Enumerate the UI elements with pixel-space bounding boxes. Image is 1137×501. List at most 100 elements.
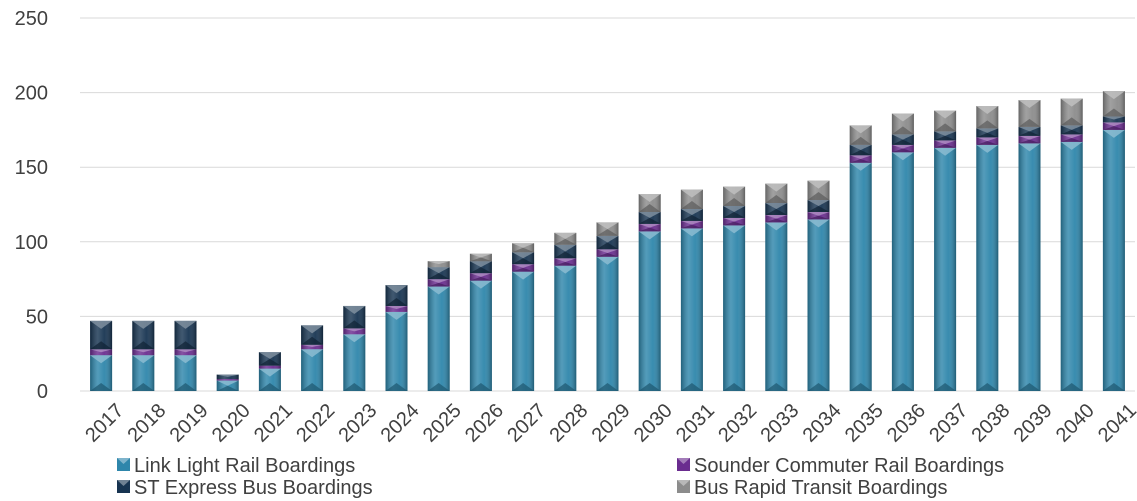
- bar-segment-bevel-bottom: [343, 383, 366, 391]
- bar-segment-shade: [807, 180, 830, 201]
- bar-segment-bevel: [849, 162, 872, 171]
- x-tick-label: 2031: [672, 400, 719, 447]
- bar-segment-bevel-bottom: [723, 197, 746, 206]
- bar-segment-bevel-bottom: [891, 148, 914, 153]
- bar-segment: [849, 125, 872, 145]
- bar-segment: [723, 225, 746, 391]
- bar-segment-bevel: [343, 305, 366, 314]
- bar-segment-bevel-bottom: [1060, 383, 1083, 391]
- x-tick-label: 2025: [419, 400, 466, 447]
- bar-segment: [1018, 126, 1041, 136]
- bar-segment-bevel-bottom: [174, 341, 197, 350]
- bar-segment-bevel: [469, 253, 492, 258]
- bar-segment-bevel: [554, 232, 577, 239]
- bar-segment: [174, 320, 197, 350]
- bar-segment-bevel: [174, 320, 197, 329]
- bar-segment-bevel-bottom: [1102, 108, 1125, 117]
- bar-segment-shade: [1060, 98, 1083, 126]
- bar-segment: [849, 144, 872, 156]
- bar-segment-bevel: [343, 328, 366, 332]
- x-tick-label: 2021: [250, 400, 297, 447]
- bar-segment-bevel: [934, 131, 957, 136]
- legend-label: Sounder Commuter Rail Boardings: [694, 455, 1004, 477]
- legend-item: ST Express Bus Boardings: [117, 477, 373, 499]
- bar-segment: [554, 232, 577, 245]
- legend-label: ST Express Bus Boardings: [134, 477, 373, 499]
- bar-segment-bevel-bottom: [512, 383, 535, 391]
- bar-segment-bevel-bottom: [934, 383, 957, 391]
- bar-segment: [554, 244, 577, 259]
- x-tick-label: 2032: [714, 400, 761, 447]
- bar-stack-2036: [891, 113, 914, 391]
- legend-item: Link Light Rail Boardings: [117, 455, 355, 477]
- bar-segment-shade: [765, 222, 788, 391]
- bar-stack-2021: [258, 352, 281, 391]
- bar-segment-shade: [1018, 143, 1041, 391]
- bar-stack-2019: [174, 320, 197, 391]
- bar-segment: [512, 243, 535, 253]
- bar-segment-bevel: [301, 344, 324, 347]
- x-tick-label: 2035: [841, 400, 888, 447]
- bar-segment-shade: [469, 280, 492, 391]
- bar-segment-bevel: [554, 244, 577, 252]
- bar-segment: [976, 128, 999, 138]
- bar-segment-bevel-bottom: [849, 158, 872, 163]
- bar-segment: [934, 140, 957, 148]
- x-tick-label: 2039: [1010, 400, 1057, 447]
- bar-segment: [765, 222, 788, 391]
- bar-segment: [1060, 134, 1083, 142]
- bar-segment-shade: [891, 152, 914, 391]
- bar-segment: [216, 374, 239, 380]
- bar-segment-bevel: [807, 211, 830, 216]
- bar-segment-bevel-bottom: [554, 251, 577, 259]
- bar-segment-bevel-bottom: [680, 214, 703, 221]
- bar-segment-bevel: [554, 258, 577, 262]
- bar-stack-2041: [1102, 91, 1125, 391]
- x-tick-label: 2023: [334, 400, 381, 447]
- bar-stack-2023: [343, 305, 366, 391]
- bar-segment-bevel-bottom: [469, 257, 492, 262]
- bar-segment-bevel: [132, 320, 155, 329]
- bar-segment: [385, 311, 408, 391]
- bar-segment-bevel-bottom: [596, 242, 619, 250]
- bar-segment-bevel-bottom: [976, 141, 999, 145]
- bar-segment: [934, 110, 957, 132]
- bar-segment-bevel-bottom: [891, 383, 914, 391]
- bar-segment-bevel: [1018, 143, 1041, 152]
- bar-segment: [596, 249, 619, 257]
- bar-segment-bevel: [1102, 116, 1125, 120]
- bar-segment: [765, 183, 788, 204]
- bar-segment-bevel-bottom: [723, 221, 746, 226]
- bar-segment-shade: [385, 311, 408, 391]
- bar-segment-bevel: [301, 349, 324, 358]
- bar-segment-bevel-bottom: [934, 144, 957, 148]
- bar-segment: [427, 261, 450, 268]
- bar-stack-2018: [132, 320, 155, 391]
- bar-segment: [427, 267, 450, 280]
- bar-segment-shade: [343, 305, 366, 329]
- bars: [90, 91, 1125, 391]
- bar-segment: [469, 280, 492, 391]
- bar-segment: [934, 147, 957, 391]
- bar-segment-bevel-bottom: [385, 383, 408, 391]
- bar-segment: [849, 162, 872, 391]
- bar-segment-bevel: [849, 155, 872, 159]
- bar-segment-bevel: [301, 325, 324, 334]
- bar-segment: [469, 261, 492, 274]
- legend-item: Bus Rapid Transit Boardings: [677, 477, 947, 499]
- bar-segment: [723, 205, 746, 218]
- bar-segment-bevel-bottom: [427, 282, 450, 287]
- y-axis-tick-labels: 0 50 100 150 200 250: [15, 8, 48, 403]
- bar-segment-bevel: [723, 217, 746, 222]
- bar-segment-bevel-bottom: [132, 341, 155, 350]
- bar-segment-bevel: [216, 374, 239, 377]
- bar-segment-shade: [258, 365, 281, 369]
- bar-segment-bevel: [891, 134, 914, 140]
- y-tick-label: 150: [15, 157, 48, 179]
- bar-segment: [849, 155, 872, 163]
- bar-segment: [132, 320, 155, 350]
- bar-segment-bevel-bottom: [301, 336, 324, 345]
- x-tick-label: 2030: [630, 400, 677, 447]
- bar-segment-bevel: [90, 355, 113, 364]
